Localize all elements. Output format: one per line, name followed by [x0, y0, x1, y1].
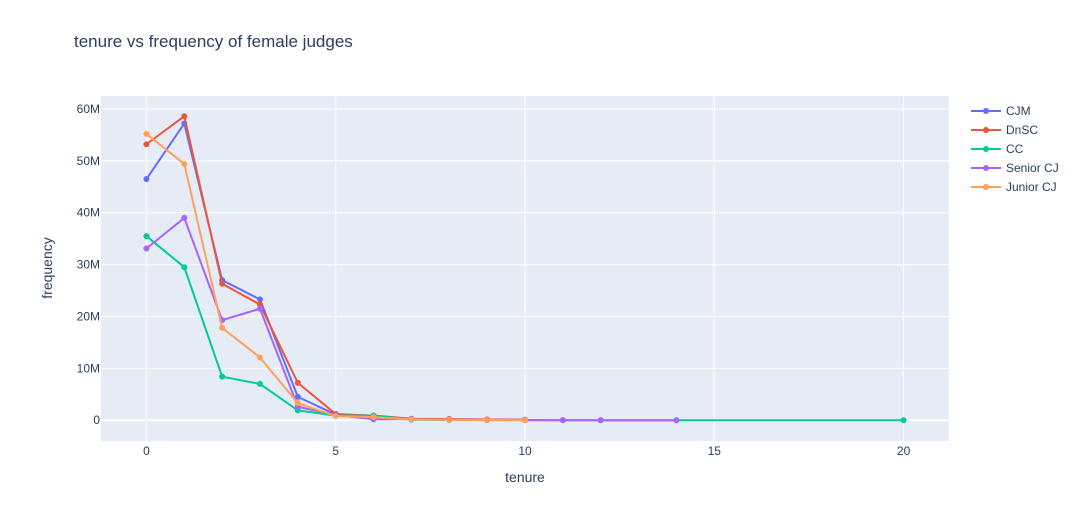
data-point[interactable] — [294, 379, 301, 386]
legend-item[interactable]: DnSC — [971, 123, 1038, 137]
series-layer — [143, 113, 907, 424]
data-point[interactable] — [143, 233, 150, 240]
x-tick-label: 20 — [897, 444, 911, 458]
legend-item[interactable]: CJM — [971, 104, 1031, 118]
x-tick-label: 0 — [143, 444, 150, 458]
legend-marker-swatch — [983, 108, 989, 114]
data-point[interactable] — [522, 417, 528, 424]
x-tick-label: 15 — [708, 444, 722, 458]
series-junior-cj — [143, 130, 528, 424]
legend-item[interactable]: Senior CJ — [971, 161, 1059, 175]
data-point[interactable] — [257, 301, 263, 308]
data-point[interactable] — [294, 393, 301, 400]
data-point[interactable] — [143, 176, 150, 183]
y-tick-label: 30M — [77, 258, 100, 272]
legend-item[interactable]: Junior CJ — [971, 180, 1057, 194]
y-tick-label: 50M — [77, 154, 100, 168]
x-tick-label: 5 — [332, 444, 339, 458]
y-axis-ticks: 0 10M 20M 30M 40M 50M 60M — [77, 102, 101, 427]
data-point[interactable] — [257, 354, 263, 361]
legend-label: CC — [1006, 142, 1024, 156]
data-point[interactable] — [257, 305, 263, 312]
legend-marker-swatch — [983, 165, 989, 171]
data-point[interactable] — [673, 417, 680, 424]
legend-marker-swatch — [983, 127, 989, 133]
data-point[interactable] — [181, 160, 188, 167]
y-tick-label: 0 — [93, 413, 100, 427]
x-axis-title: tenure — [505, 469, 545, 485]
data-point[interactable] — [597, 417, 604, 424]
data-point[interactable] — [181, 214, 188, 221]
data-point[interactable] — [370, 414, 377, 421]
data-point[interactable] — [219, 324, 226, 331]
data-point[interactable] — [257, 380, 263, 387]
data-point[interactable] — [294, 400, 301, 407]
legend-label: Senior CJ — [1006, 161, 1059, 175]
data-point[interactable] — [408, 416, 415, 423]
data-point[interactable] — [332, 413, 339, 420]
y-tick-label: 60M — [77, 102, 100, 116]
data-point[interactable] — [900, 417, 907, 424]
data-point[interactable] — [559, 417, 566, 424]
data-point[interactable] — [181, 264, 188, 271]
data-point[interactable] — [143, 245, 150, 252]
data-point[interactable] — [219, 373, 226, 380]
legend-label: DnSC — [1006, 123, 1038, 137]
legend-marker-swatch — [983, 146, 989, 152]
data-point[interactable] — [446, 416, 453, 423]
y-tick-label: 10M — [77, 361, 100, 375]
y-tick-label: 40M — [77, 206, 100, 220]
x-tick-label: 10 — [518, 444, 532, 458]
legend-marker-swatch — [983, 184, 989, 190]
legend-label: CJM — [1006, 104, 1031, 118]
data-point[interactable] — [143, 141, 150, 148]
legend-item[interactable]: CC — [971, 142, 1024, 156]
legend[interactable]: CJM DnSC CC Senior CJ Junior CJ — [971, 104, 1059, 194]
data-point[interactable] — [219, 280, 226, 287]
data-point[interactable] — [484, 416, 491, 423]
chart-title: tenure vs frequency of female judges — [74, 32, 353, 51]
y-tick-label: 20M — [77, 309, 100, 323]
x-axis-ticks: 0 5 10 15 20 — [143, 444, 910, 458]
data-point[interactable] — [257, 296, 263, 303]
data-point[interactable] — [143, 130, 150, 137]
data-point[interactable] — [181, 113, 188, 120]
y-axis-title: frequency — [39, 237, 55, 298]
legend-label: Junior CJ — [1006, 180, 1057, 194]
